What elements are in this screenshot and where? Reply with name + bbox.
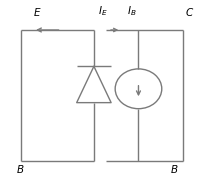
Text: E: E [34,8,40,18]
Text: $I_B$: $I_B$ [127,4,137,18]
Text: B: B [171,165,178,175]
Text: C: C [185,8,192,18]
Text: $I_E$: $I_E$ [98,4,108,18]
Text: B: B [17,165,24,175]
